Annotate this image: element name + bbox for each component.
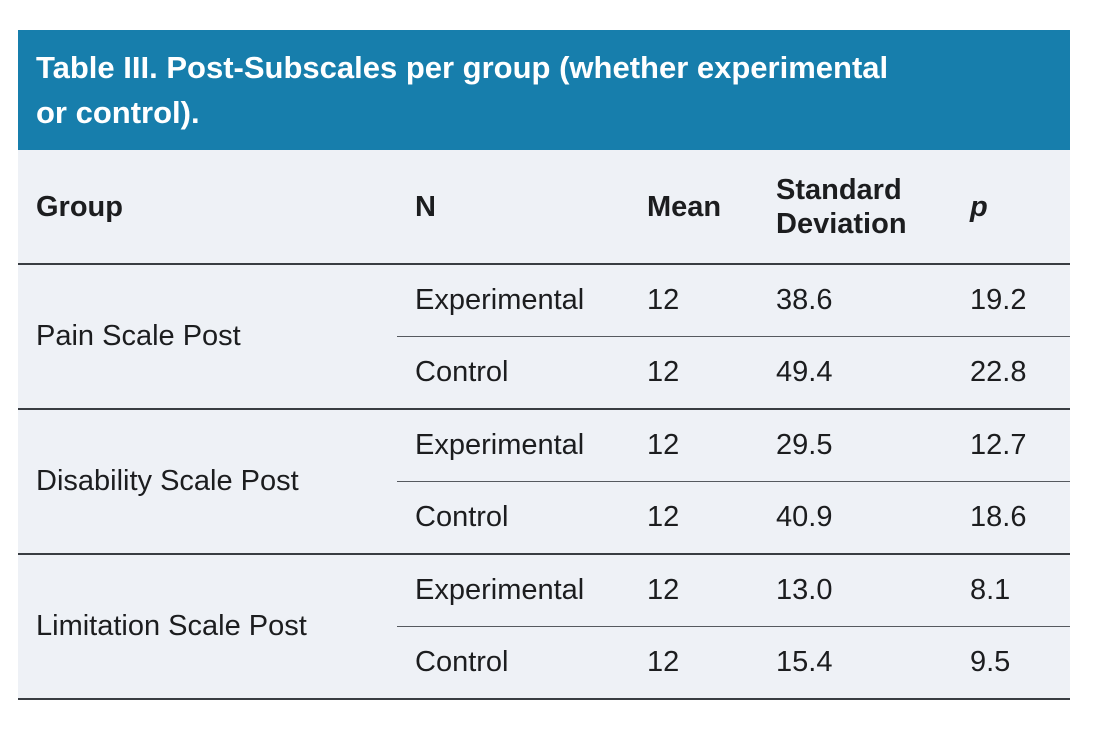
table-row-pain-experimental: Pain Scale Post Experimental 12 38.6 19.…	[18, 264, 1070, 410]
cell-mean: 40.9	[758, 481, 952, 555]
cell-n: 12	[629, 626, 758, 700]
group-label-limitation-scale-post: Limitation Scale Post	[18, 554, 397, 700]
col-header-standard-deviation: Standard Deviation	[758, 150, 952, 265]
table-title-line-1: Table III. Post-Subscales per group (whe…	[36, 50, 889, 85]
table-row-disability-experimental: Disability Scale Post Experimental 12 29…	[18, 409, 1070, 555]
cell-sd: 9.5	[952, 626, 1070, 700]
col-header-group: Group	[18, 150, 397, 265]
col-header-mean: Mean	[629, 150, 758, 265]
table-row-limitation-experimental: Limitation Scale Post Experimental 12 13…	[18, 554, 1070, 700]
column-header-row: Group N Mean Standard Deviation p	[18, 150, 1070, 265]
cell-mean: 13.0	[758, 554, 952, 627]
cell-sd: 12.7	[952, 409, 1070, 482]
cell-cohort: Control	[397, 336, 629, 410]
table-row-disability-control: Control 12 40.9 18.6	[18, 481, 1070, 555]
cell-cohort: Control	[397, 626, 629, 700]
cell-cohort: Experimental	[397, 554, 629, 627]
cell-sd: 8.1	[952, 554, 1070, 627]
table-title-line-2: or control).	[36, 95, 200, 130]
cell-mean: 29.5	[758, 409, 952, 482]
table-row-limitation-control: Control 12 15.4 9.5	[18, 626, 1070, 700]
cell-n: 12	[629, 264, 758, 337]
cell-n: 12	[629, 554, 758, 627]
table-row-pain-control: Control 12 49.4 22.8	[18, 336, 1070, 410]
cell-cohort: Experimental	[397, 409, 629, 482]
cell-n: 12	[629, 481, 758, 555]
cell-n: 12	[629, 409, 758, 482]
col-header-p: p	[952, 150, 1070, 265]
stats-table-card: Table III. Post-Subscales per group (whe…	[18, 30, 1070, 700]
cell-sd: 22.8	[952, 336, 1070, 410]
cell-n: 12	[629, 336, 758, 410]
col-header-n: N	[397, 150, 629, 265]
cell-mean: 49.4	[758, 336, 952, 410]
table-title-bar: Table III. Post-Subscales per group (whe…	[18, 30, 1070, 150]
cell-sd: 18.6	[952, 481, 1070, 555]
group-label-pain-scale-post: Pain Scale Post	[18, 264, 397, 410]
cell-sd: 19.2	[952, 264, 1070, 337]
cell-mean: 15.4	[758, 626, 952, 700]
cell-mean: 38.6	[758, 264, 952, 337]
group-label-disability-scale-post: Disability Scale Post	[18, 409, 397, 555]
cell-cohort: Experimental	[397, 264, 629, 337]
post-subscales-table: Group N Mean Standard Deviation p Pain S…	[18, 150, 1070, 700]
cell-cohort: Control	[397, 481, 629, 555]
